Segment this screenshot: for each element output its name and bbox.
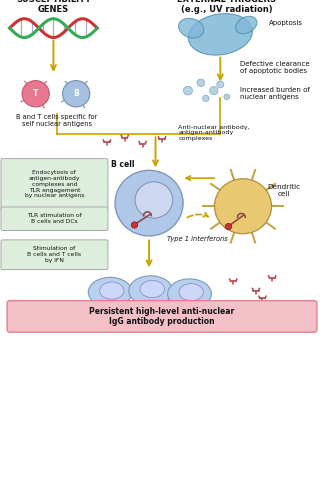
- Text: Persistent high-level anti-nuclear
IgG antibody production: Persistent high-level anti-nuclear IgG a…: [89, 306, 235, 326]
- FancyBboxPatch shape: [1, 158, 108, 210]
- Text: Increased burden of
nuclear antigens: Increased burden of nuclear antigens: [240, 87, 310, 100]
- Ellipse shape: [179, 284, 203, 301]
- Circle shape: [210, 86, 218, 94]
- FancyBboxPatch shape: [7, 300, 317, 332]
- Circle shape: [224, 94, 230, 100]
- Text: B and T cells specific for
self nuclear antigens: B and T cells specific for self nuclear …: [16, 114, 98, 127]
- Text: Dendritic
cell: Dendritic cell: [267, 184, 300, 197]
- Text: EXTERNAL TRIGGERS
(e.g., UV radiation): EXTERNAL TRIGGERS (e.g., UV radiation): [177, 0, 276, 14]
- Circle shape: [183, 86, 192, 95]
- FancyBboxPatch shape: [1, 240, 108, 270]
- Text: Anti-nuclear antibody,
antigen-antibody
complexes: Anti-nuclear antibody, antigen-antibody …: [178, 124, 250, 141]
- Text: SUSCEPTIBILITY
GENES: SUSCEPTIBILITY GENES: [16, 0, 91, 14]
- Ellipse shape: [179, 18, 204, 38]
- Circle shape: [225, 224, 232, 230]
- Text: Defective clearance
of apoptotic bodies: Defective clearance of apoptotic bodies: [240, 60, 309, 74]
- Circle shape: [131, 222, 138, 228]
- Circle shape: [22, 80, 49, 107]
- Ellipse shape: [236, 16, 257, 34]
- Circle shape: [217, 81, 224, 88]
- Text: T: T: [33, 89, 38, 98]
- Circle shape: [197, 79, 205, 86]
- Ellipse shape: [140, 280, 164, 297]
- Ellipse shape: [188, 14, 252, 55]
- Text: TLR stimulation of
B cells and DCs: TLR stimulation of B cells and DCs: [27, 214, 82, 224]
- Text: B cell: B cell: [111, 160, 135, 168]
- Text: Apoptosis: Apoptosis: [269, 20, 303, 26]
- Circle shape: [115, 170, 183, 236]
- Circle shape: [202, 96, 209, 102]
- Text: Type 1 interferons: Type 1 interferons: [167, 236, 228, 242]
- Ellipse shape: [100, 282, 124, 299]
- Text: Stimulation of
B cells and T cells
by IFN: Stimulation of B cells and T cells by IF…: [28, 246, 81, 263]
- Text: Endocytosis of
antigen-antibody
complexes and
TLR engagement
by nuclear antigens: Endocytosis of antigen-antibody complexe…: [25, 170, 84, 198]
- Circle shape: [135, 182, 173, 218]
- Text: B: B: [73, 89, 79, 98]
- Ellipse shape: [129, 276, 172, 306]
- Ellipse shape: [88, 278, 132, 307]
- FancyBboxPatch shape: [1, 207, 108, 231]
- Circle shape: [214, 179, 272, 234]
- Circle shape: [63, 80, 90, 107]
- Ellipse shape: [168, 279, 211, 308]
